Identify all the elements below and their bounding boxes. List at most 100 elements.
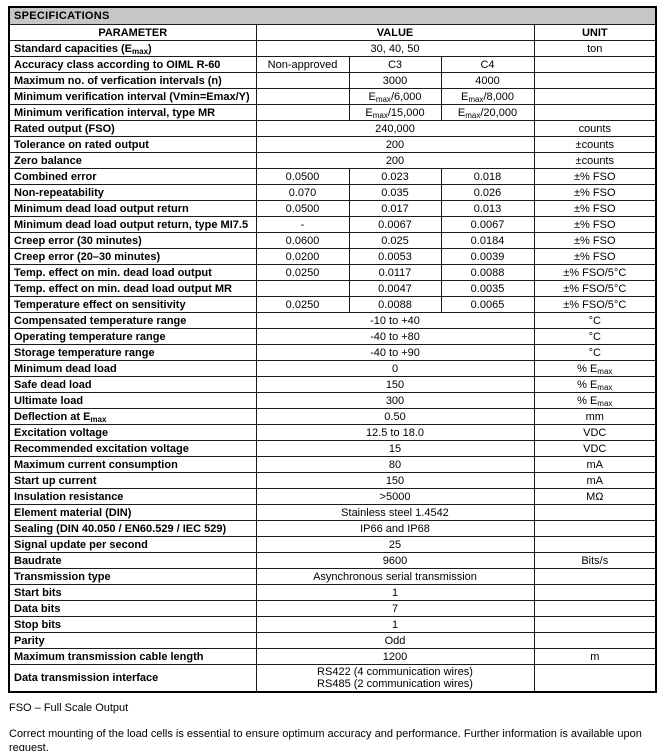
value-cell: 150 (255, 376, 535, 393)
unit-cell: VDC (533, 424, 657, 441)
unit-cell: °C (533, 328, 657, 345)
value-cell: 0.013 (440, 200, 535, 217)
parameter-cell: Ultimate load (8, 392, 257, 409)
value-cell: 0.017 (348, 200, 442, 217)
value-cell: 0.0035 (440, 280, 535, 297)
value-cell: Odd (255, 632, 535, 649)
table-row: Safe dead load 150% Emax (8, 376, 657, 393)
table-row: Minimum dead load 0% Emax (8, 360, 657, 377)
unit-cell (533, 88, 657, 105)
value-cell: 0 (255, 360, 535, 377)
unit-cell (533, 536, 657, 553)
unit-cell: mA (533, 456, 657, 473)
parameter-cell: Accuracy class according to OIML R-60 (8, 56, 257, 73)
value-cell: 0.026 (440, 184, 535, 201)
parameter-cell: Minimum dead load output return, type MI… (8, 216, 257, 233)
unit-cell: mA (533, 472, 657, 489)
parameter-cell: Creep error (30 minutes) (8, 232, 257, 249)
value-cell: -10 to +40 (255, 312, 535, 329)
value-cell (255, 280, 350, 297)
unit-cell: ±% FSO (533, 200, 657, 217)
unit-cell: ±% FSO (533, 216, 657, 233)
mounting-note: Correct mounting of the load cells is es… (9, 728, 642, 751)
unit-cell: m (533, 648, 657, 665)
value-cell: C3 (348, 56, 442, 73)
unit-cell: counts (533, 120, 657, 137)
table-row: Combined error 0.0500 0.023 0.018 ±% FSO (8, 168, 657, 185)
table-row: Minimum verification interval (Vmin=Emax… (8, 88, 657, 105)
parameter-cell: Start up current (8, 472, 257, 489)
table-row: Recommended excitation voltage 15 VDC (8, 440, 657, 457)
value-cell: 25 (255, 536, 535, 553)
unit-cell: % Emax (533, 392, 657, 409)
unit-cell (533, 664, 657, 693)
column-header-parameter: PARAMETER (8, 24, 257, 41)
table-row: Baudrate 9600 Bits/s (8, 552, 657, 569)
value-cell: RS422 (4 communication wires) RS485 (2 co… (255, 664, 535, 693)
table-row: Maximum transmission cable length 1200 m (8, 648, 657, 665)
unit-cell: mm (533, 408, 657, 425)
value-cell: 15 (255, 440, 535, 457)
table-row: Ultimate load 300% Emax (8, 392, 657, 409)
value-cell: 0.035 (348, 184, 442, 201)
unit-cell: ±% FSO/5°C (533, 264, 657, 281)
parameter-cell: Minimum dead load output return (8, 200, 257, 217)
unit-cell: % Emax (533, 376, 657, 393)
parameter-cell: Safe dead load (8, 376, 257, 393)
parameter-cell: Maximum no. of verfication intervals (n) (8, 72, 257, 89)
unit-cell (533, 56, 657, 73)
value-cell: -40 to +80 (255, 328, 535, 345)
value-cell: 0.0250 (255, 264, 350, 281)
parameter-cell: Data transmission interface (8, 664, 257, 693)
value-cell: Stainless steel 1.4542 (255, 504, 535, 521)
table-row: Maximum no. of verfication intervals (n)… (8, 72, 657, 89)
table-row: Transmission type Asynchronous serial tra… (8, 568, 657, 585)
table-row: Non-repeatability 0.070 0.035 0.026 ±% FSO (8, 184, 657, 201)
parameter-cell: Signal update per second (8, 536, 257, 553)
value-cell: -40 to +90 (255, 344, 535, 361)
value-cell (255, 88, 350, 105)
unit-cell: % Emax (533, 360, 657, 377)
table-row: Signal update per second 25 (8, 536, 657, 553)
value-cell: 7 (255, 600, 535, 617)
parameter-cell: Stop bits (8, 616, 257, 633)
value-cell: 0.0250 (255, 296, 350, 313)
value-cell: 150 (255, 472, 535, 489)
value-cell: 9600 (255, 552, 535, 569)
table-title: SPECIFICATIONS (8, 6, 657, 25)
parameter-cell: Transmission type (8, 568, 257, 585)
value-cell: 0.0200 (255, 248, 350, 265)
parameter-cell: Start bits (8, 584, 257, 601)
unit-cell: ±% FSO (533, 168, 657, 185)
value-cell: Non-approved (255, 56, 350, 73)
table-row: Creep error (30 minutes) 0.0600 0.025 0.018… (8, 232, 657, 249)
unit-cell: ton (533, 40, 657, 57)
value-cell: >5000 (255, 488, 535, 505)
value-cell: 0.0047 (348, 280, 442, 297)
parameter-cell: Excitation voltage (8, 424, 257, 441)
parameter-cell: Maximum transmission cable length (8, 648, 257, 665)
parameter-cell: Minimum dead load (8, 360, 257, 377)
value-cell (255, 104, 350, 121)
table-row: Temp. effect on min. dead load output 0.0… (8, 264, 657, 281)
value-cell: 0.0065 (440, 296, 535, 313)
table-row: Temperature effect on sensitivity 0.0250 0… (8, 296, 657, 313)
value-cell: 0.0184 (440, 232, 535, 249)
parameter-cell: Standard capacities (Emax) (8, 40, 257, 57)
table-row: Stop bits 1 (8, 616, 657, 633)
parameter-cell: Combined error (8, 168, 257, 185)
column-header-row: PARAMETER VALUE UNIT (8, 24, 657, 41)
value-cell: 200 (255, 136, 535, 153)
value-cell: 0.0067 (440, 216, 535, 233)
table-row: Deflection at Emax 0.50 mm (8, 408, 657, 425)
value-cell: 0.0500 (255, 168, 350, 185)
unit-cell: MΩ (533, 488, 657, 505)
value-cell: 0.0500 (255, 200, 350, 217)
unit-cell (533, 72, 657, 89)
parameter-cell: Minimum verification interval (Vmin=Emax… (8, 88, 257, 105)
parameter-cell: Parity (8, 632, 257, 649)
table-row: Minimum dead load output return, type MI… (8, 216, 657, 233)
column-header-value: VALUE (255, 24, 535, 41)
parameter-cell: Temp. effect on min. dead load output (8, 264, 257, 281)
